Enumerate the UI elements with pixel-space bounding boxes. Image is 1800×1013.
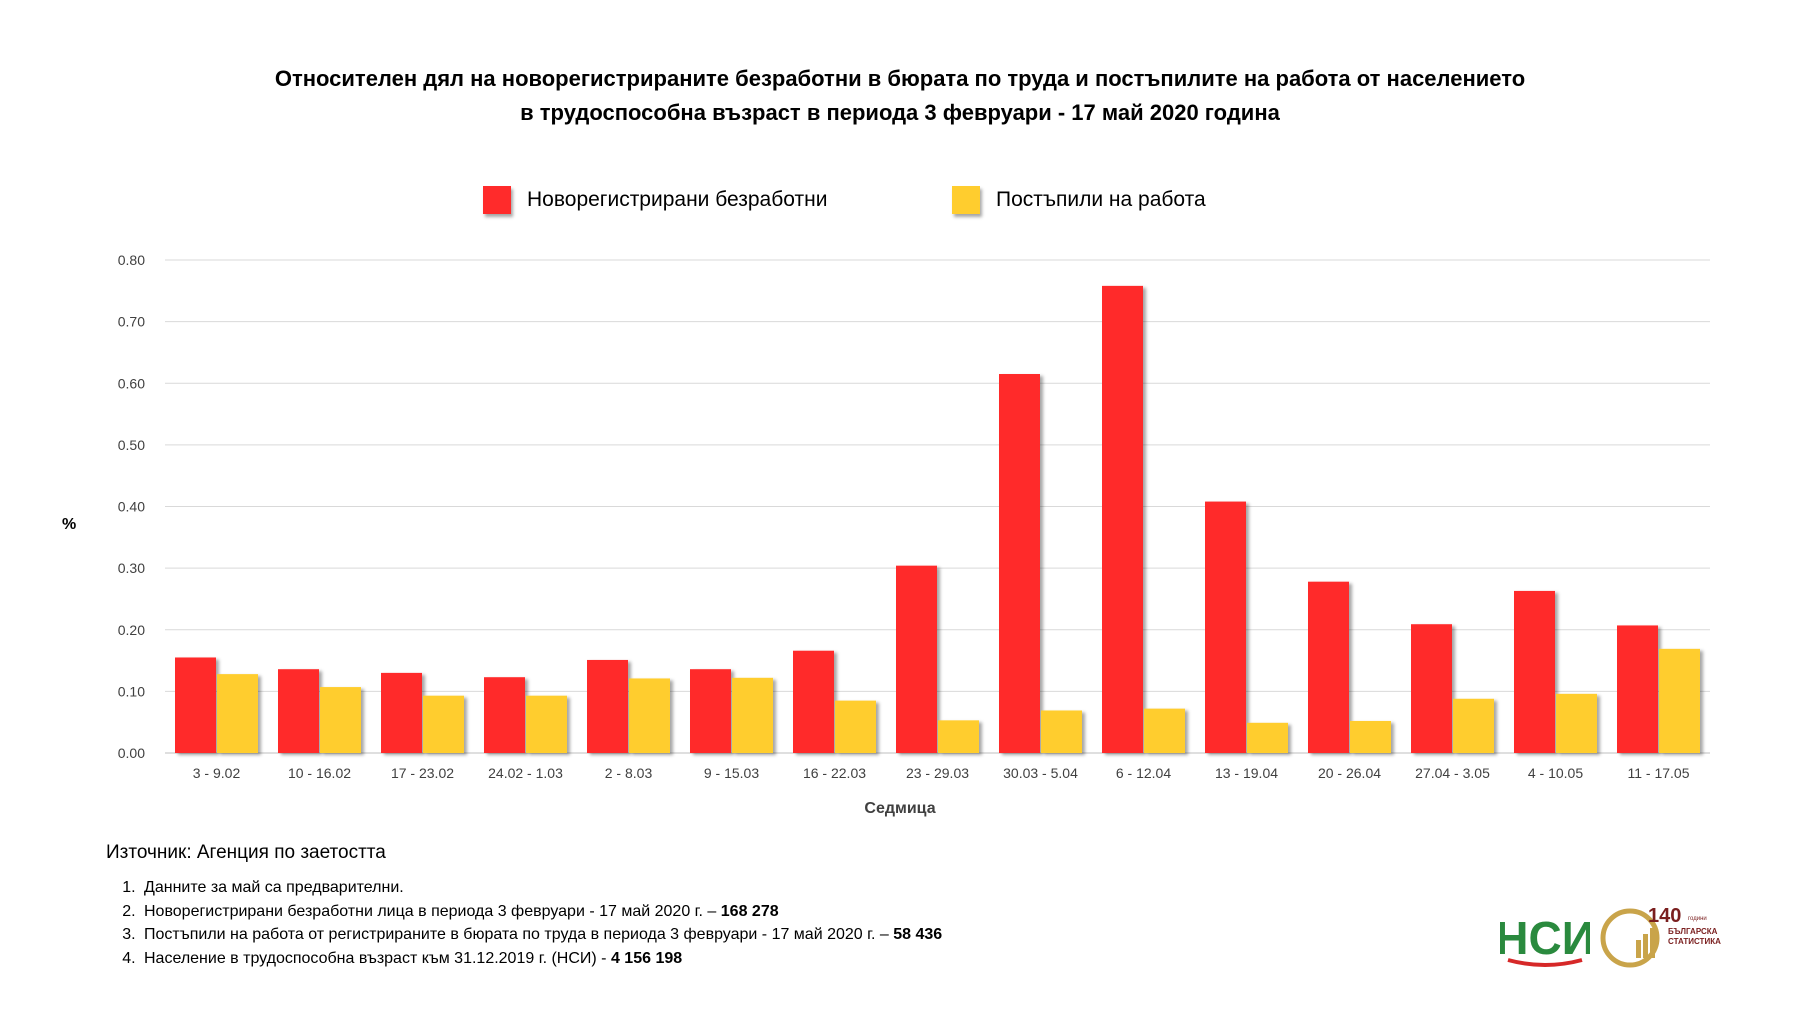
bar-unemployed xyxy=(381,672,422,753)
bar-unemployed xyxy=(1102,285,1143,753)
anniversary-line-1: БЪЛГАРСКА xyxy=(1668,927,1718,936)
y-tick-label: 0.50 xyxy=(118,437,145,453)
anniversary-number: 140 xyxy=(1648,905,1681,927)
y-tick-label: 0.80 xyxy=(118,252,145,268)
x-tick-label: 2 - 8.03 xyxy=(605,765,653,781)
bar-employed xyxy=(1453,698,1494,753)
x-tick-label: 27.04 - 3.05 xyxy=(1415,765,1490,781)
chart-title: Относителен дял на новорегистрираните бе… xyxy=(0,62,1800,130)
bar-unemployed xyxy=(1205,501,1246,753)
bar-employed xyxy=(835,700,876,753)
bar-unemployed xyxy=(484,677,525,753)
bar-unemployed xyxy=(1308,581,1349,753)
bar-employed xyxy=(732,677,773,753)
bar-employed xyxy=(320,687,361,753)
x-tick-label: 11 - 17.05 xyxy=(1627,765,1689,781)
x-tick-label: 10 - 16.02 xyxy=(288,765,351,781)
anniversary-line-2: СТАТИСТИКА xyxy=(1668,937,1721,946)
source-text: Източник: Агенция по заетостта xyxy=(106,842,386,863)
bar-employed xyxy=(1659,648,1700,753)
x-tick-label: 13 - 19.04 xyxy=(1215,765,1278,781)
note-item: Новорегистрирани безработни лица в перио… xyxy=(140,900,942,924)
y-tick-label: 0.20 xyxy=(118,622,145,638)
note-text: Новорегистрирани безработни лица в перио… xyxy=(144,902,721,920)
bar-unemployed xyxy=(690,669,731,753)
bar-unemployed xyxy=(1617,625,1658,753)
bar-employed xyxy=(1041,710,1082,753)
legend-label-employed: Постъпили на работа xyxy=(996,188,1206,211)
bar-unemployed xyxy=(999,374,1040,753)
note-item: Постъпили на работа от регистрираните в … xyxy=(140,923,942,947)
x-tick-label: 6 - 12.04 xyxy=(1116,765,1171,781)
bar-chart: 0.00 0.10 0.20 0.30 0.40 0.50 0.60 0.70 0.80 3 - … xyxy=(118,252,1710,781)
bar-employed xyxy=(1556,693,1597,753)
note-text: Постъпили на работа от регистрираните в … xyxy=(144,926,894,943)
bar-unemployed xyxy=(175,657,216,753)
anniversary-logo: 140 години БЪЛГАРСКА СТАТИСТИКА xyxy=(1600,905,1721,968)
legend-swatch-unemployed xyxy=(483,186,511,214)
x-tick-label: 17 - 23.02 xyxy=(391,765,454,781)
bar-unemployed xyxy=(1514,590,1555,753)
legend-swatch-employed xyxy=(952,186,980,214)
y-tick-label: 0.70 xyxy=(118,314,145,330)
bar-unemployed xyxy=(587,659,628,753)
x-tick-label: 3 - 9.02 xyxy=(193,765,241,781)
note-value: 58 436 xyxy=(893,926,943,943)
legend: Новорегистрирани безработни Постъпили на… xyxy=(0,186,1800,220)
bar-employed xyxy=(1350,720,1391,753)
y-tick-label: 0.30 xyxy=(118,560,145,576)
bar-unemployed xyxy=(896,565,937,753)
legend-item-unemployed: Новорегистрирани безработни xyxy=(483,186,827,214)
bar-unemployed xyxy=(278,669,319,753)
y-tick-label: 0.10 xyxy=(118,683,145,699)
anniversary-small: години xyxy=(1688,916,1707,922)
x-tick-label: 24.02 - 1.03 xyxy=(488,765,563,781)
x-tick-label: 23 - 29.03 xyxy=(906,765,969,781)
bar-employed xyxy=(1144,708,1185,753)
note-text: Население в трудоспособна възраст към 31… xyxy=(144,949,611,967)
bar-employed xyxy=(423,695,464,753)
bar-employed xyxy=(938,720,979,753)
x-tick-label: 4 - 10.05 xyxy=(1528,765,1583,781)
x-tick-label: 30.03 - 5.04 xyxy=(1003,765,1078,781)
nsi-logo-text: НСИ xyxy=(1500,912,1590,964)
bar-employed xyxy=(629,678,670,753)
title-line-2: в трудоспособна възраст в периода 3 февр… xyxy=(520,100,1280,125)
bar-employed xyxy=(526,695,567,753)
x-tick-label: 16 - 22.03 xyxy=(803,765,866,781)
y-tick-label: 0.00 xyxy=(118,745,145,761)
notes-list: Данните за май са предварителни. Новорег… xyxy=(110,876,942,970)
note-item: Данните за май са предварителни. xyxy=(140,876,942,900)
note-item: Население в трудоспособна възраст към 31… xyxy=(140,947,942,971)
bar-unemployed xyxy=(793,650,834,753)
note-text: Данните за май са предварителни. xyxy=(144,879,404,896)
legend-label-unemployed: Новорегистрирани безработни xyxy=(527,188,828,211)
nsi-logo: НСИ xyxy=(1500,912,1590,967)
y-axis-label: % xyxy=(62,516,77,533)
bar-unemployed xyxy=(1411,624,1452,753)
bar-employed xyxy=(217,674,258,753)
x-axis-label: Седмица xyxy=(864,800,936,817)
note-value: 168 278 xyxy=(720,902,779,920)
y-tick-label: 0.60 xyxy=(118,375,145,391)
y-tick-label: 0.40 xyxy=(118,499,145,515)
title-line-1: Относителен дял на новорегистрираните бе… xyxy=(274,66,1526,91)
bar-employed xyxy=(1247,722,1288,753)
x-tick-label: 20 - 26.04 xyxy=(1318,765,1381,781)
legend-item-employed: Постъпили на работа xyxy=(952,186,1206,214)
note-value: 4 156 198 xyxy=(610,949,683,967)
x-tick-label: 9 - 15.03 xyxy=(704,765,759,781)
